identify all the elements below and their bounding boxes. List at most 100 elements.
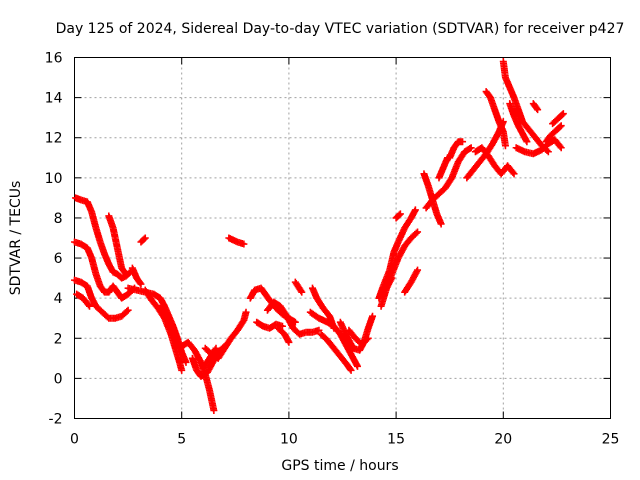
y-tick-label: 16 <box>45 51 63 67</box>
x-tick-label: 25 <box>602 432 620 448</box>
series-t32 <box>422 144 475 212</box>
series-t6 <box>128 264 145 288</box>
data-point <box>354 362 362 370</box>
series-t42 <box>542 122 565 146</box>
y-tick-label: 12 <box>45 131 63 147</box>
data-point <box>414 228 422 236</box>
data-point <box>123 307 131 315</box>
series-t39 <box>506 100 531 146</box>
data-point <box>182 358 190 366</box>
series-t14 <box>201 308 250 362</box>
series-t29 <box>392 210 404 222</box>
data-point <box>363 335 371 343</box>
data-point <box>557 144 565 152</box>
data-point <box>412 229 420 237</box>
data-point <box>140 235 148 243</box>
data-point <box>369 312 377 320</box>
data-point <box>84 301 92 309</box>
series-t2 <box>71 238 139 302</box>
series-t27 <box>377 228 422 310</box>
data-point <box>364 334 372 342</box>
data-point <box>413 268 421 276</box>
data-point <box>210 406 218 414</box>
plot-frame <box>74 57 611 419</box>
series-t5 <box>105 212 130 278</box>
data-point <box>212 344 220 352</box>
data-point <box>466 145 474 153</box>
series-t41 <box>529 100 542 114</box>
data-point <box>388 274 396 282</box>
data-point <box>346 365 354 373</box>
data-point <box>467 144 475 152</box>
y-tick-label: 14 <box>45 91 63 107</box>
data-point <box>396 210 404 218</box>
data-point <box>559 110 567 118</box>
data-point <box>122 270 130 278</box>
x-axis-title: GPS time / hours <box>281 458 398 474</box>
x-tick-label: 20 <box>494 432 512 448</box>
series-t40 <box>512 136 565 158</box>
data-point <box>136 279 144 287</box>
data-point <box>387 276 395 284</box>
series-t30 <box>401 266 422 296</box>
data-point <box>523 138 531 146</box>
x-tick-label: 5 <box>177 432 186 448</box>
y-tick-label: 8 <box>54 211 63 227</box>
data-point <box>558 111 566 119</box>
x-tick-label: 10 <box>280 432 298 448</box>
data-point <box>544 148 552 156</box>
data-point <box>510 170 518 178</box>
series-t34 <box>446 138 467 162</box>
y-tick-label: 0 <box>54 371 63 387</box>
data-point <box>414 266 422 274</box>
data-point <box>556 123 564 131</box>
data-point <box>121 269 129 277</box>
data-point <box>411 206 419 214</box>
grid <box>74 57 611 419</box>
data-point <box>211 346 219 354</box>
series-t25 <box>345 326 372 348</box>
series-t22 <box>306 308 362 370</box>
series-t19 <box>274 324 293 346</box>
y-tick-label: 4 <box>54 291 63 307</box>
data-point <box>459 138 467 146</box>
series-t20 <box>291 278 306 296</box>
axis-ticks: 0 5 10 15 20 25 -2 0 2 4 6 8 10 12 14 16 <box>45 51 620 448</box>
x-tick-label: 15 <box>387 432 405 448</box>
series-t24 <box>336 312 377 354</box>
series-t15 <box>225 234 248 248</box>
y-axis-title: SDTVAR / TECUs <box>8 181 24 296</box>
series-t36 <box>471 144 518 178</box>
series-t37 <box>482 88 509 150</box>
series-t3 <box>71 276 132 322</box>
data-point <box>137 280 145 288</box>
data-point <box>315 326 323 334</box>
series-t18 <box>263 298 323 338</box>
y-tick-label: 6 <box>54 251 63 267</box>
data-point <box>501 142 509 150</box>
data-point <box>437 220 445 228</box>
data-point <box>395 211 403 219</box>
series-t7 <box>137 234 149 246</box>
series-t23 <box>317 330 355 374</box>
y-tick-label: 2 <box>54 331 63 347</box>
data-point <box>297 287 305 295</box>
data-points <box>71 58 567 414</box>
data-point <box>347 366 355 374</box>
series-t4 <box>73 290 94 310</box>
data-point <box>509 168 517 176</box>
data-point <box>534 106 542 114</box>
series-t10 <box>156 304 184 350</box>
data-point <box>141 234 149 242</box>
data-point <box>298 288 306 296</box>
y-tick-label: -2 <box>49 412 63 428</box>
series-t43 <box>549 110 567 128</box>
data-point <box>178 366 186 374</box>
data-point <box>242 308 250 316</box>
x-tick-label: 0 <box>70 432 79 448</box>
chart-title: Day 125 of 2024, Sidereal Day-to-day VTE… <box>56 21 625 37</box>
data-point <box>240 240 248 248</box>
y-tick-label: 10 <box>45 171 63 187</box>
data-point <box>86 302 94 310</box>
